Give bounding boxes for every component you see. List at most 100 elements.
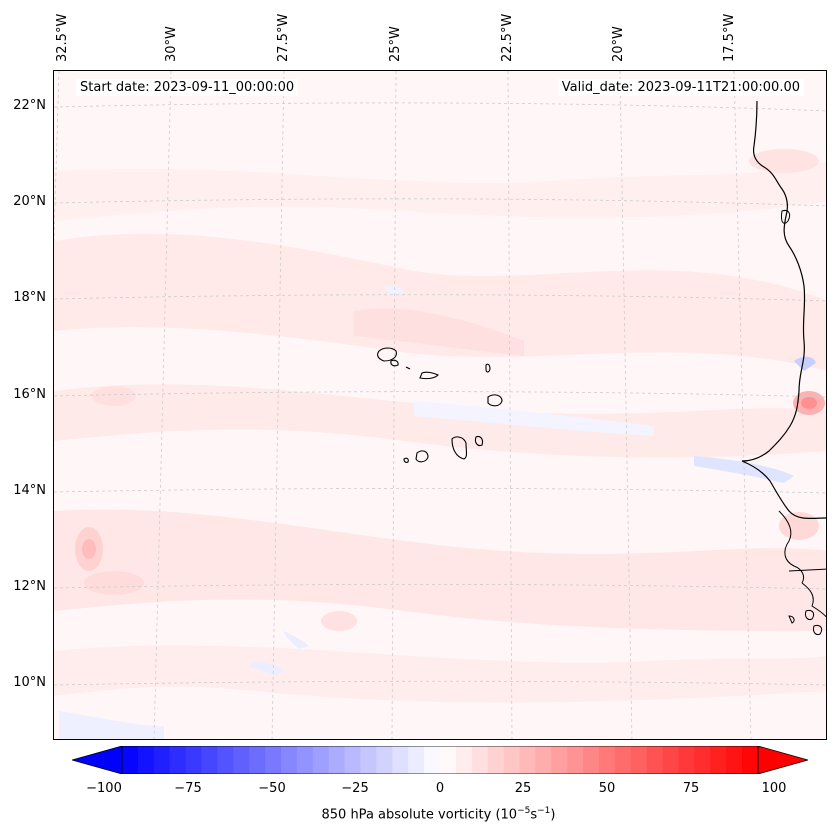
colorbar-label: 850 hPa absolute vorticity (10−5s−1) <box>0 806 837 822</box>
colorbar-cells <box>122 746 759 774</box>
negative-vorticity-patch <box>284 631 309 649</box>
map-panel: Start date: 2023-09-11_00:00:00 Valid_da… <box>53 70 827 740</box>
lon-gridline <box>507 71 513 739</box>
vorticity-band <box>54 161 826 221</box>
coastline <box>805 610 815 620</box>
colorbar-cell <box>233 746 250 774</box>
colorbar-cell <box>646 746 664 774</box>
lon-gridline <box>619 71 633 739</box>
positive-vorticity-spot <box>779 512 819 540</box>
coastline <box>778 510 805 584</box>
colorbar-cell <box>614 746 632 774</box>
negative-vorticity-patch <box>794 356 816 371</box>
lon-label: 30°W <box>164 26 179 62</box>
colorbar-cell <box>217 746 234 774</box>
lon-label: 22.5°W <box>500 13 515 62</box>
colorbar-cell <box>742 746 759 774</box>
positive-vorticity-spot <box>801 397 817 409</box>
colorbar-cell <box>122 746 139 774</box>
colorbar-min-arrow <box>72 746 123 774</box>
vorticity-band <box>354 308 524 356</box>
lon-gridline <box>271 71 285 739</box>
lon-label: 27.5°W <box>276 13 291 62</box>
coastline <box>801 582 826 618</box>
positive-vorticity-spot <box>84 571 144 595</box>
island <box>403 457 409 463</box>
colorbar-tick: −50 <box>258 781 286 796</box>
lat-label: 10°N <box>13 675 46 690</box>
colorbar-cell <box>424 746 441 774</box>
colorbar-label-exp: −1 <box>537 806 551 816</box>
colorbar-cell <box>678 746 695 774</box>
island <box>485 363 491 373</box>
coastline <box>788 615 795 624</box>
colorbar-label-text: 850 hPa absolute vorticity (10 <box>321 807 518 823</box>
colorbar-cell <box>487 746 505 774</box>
colorbar-outline <box>121 746 759 774</box>
colorbar-cell <box>567 746 584 774</box>
vorticity-band <box>54 384 826 458</box>
lon-label: 32.5°W <box>55 13 70 62</box>
lon-label: 17.5°W <box>722 13 737 62</box>
colorbar-cell <box>153 746 171 774</box>
colorbar-cell <box>662 746 679 774</box>
colorbar-cell <box>265 746 282 774</box>
island <box>487 394 503 407</box>
colorbar <box>72 746 808 774</box>
positive-vorticity-spot <box>749 149 819 173</box>
vorticity-band <box>54 645 826 703</box>
colorbar-cell <box>503 746 520 774</box>
colorbar-cell <box>551 746 568 774</box>
colorbar-tick: −75 <box>174 781 202 796</box>
negative-vorticity-patch <box>59 711 164 739</box>
colorbar-cell <box>281 746 298 774</box>
coastline <box>788 568 826 572</box>
positive-vorticity-spot <box>321 611 357 631</box>
colorbar-label-close: ) <box>550 807 556 823</box>
colorbar-tick: 100 <box>761 781 787 796</box>
island <box>415 450 429 463</box>
colorbar-cell <box>630 746 648 774</box>
island <box>419 371 439 380</box>
lat-label: 18°N <box>13 290 46 305</box>
colorbar-cell <box>710 746 727 774</box>
island <box>474 435 484 447</box>
colorbar-cell <box>201 746 218 774</box>
graticule <box>54 71 826 739</box>
colorbar-cell <box>535 746 552 774</box>
colorbar-cell <box>249 746 266 774</box>
colorbar-cell <box>471 746 489 774</box>
colorbar-cell <box>583 746 600 774</box>
colorbar-label-unit: s <box>530 807 538 823</box>
positive-vorticity-spot <box>92 386 136 406</box>
colorbar-cell <box>312 746 330 774</box>
vorticity-band <box>54 233 826 371</box>
negative-vorticity-patch <box>414 401 654 436</box>
colorbar-cell <box>440 746 457 774</box>
island <box>405 366 411 370</box>
colorbar-cell <box>360 746 377 774</box>
colorbar-cell <box>296 746 314 774</box>
colorbar-cell <box>185 746 202 774</box>
vorticity-map <box>54 71 826 739</box>
colorbar-cell <box>137 746 155 774</box>
colorbar-tick: 25 <box>514 781 532 796</box>
lat-label: 16°N <box>13 387 46 402</box>
coastline <box>781 210 791 224</box>
positive-vorticity-spot <box>82 539 96 559</box>
lat-label: 12°N <box>13 579 46 594</box>
colorbar-cell <box>455 746 473 774</box>
colorbar-cell <box>344 746 361 774</box>
lat-label: 20°N <box>13 194 46 209</box>
lat-label: 14°N <box>13 483 46 498</box>
colorbar-cell <box>328 746 346 774</box>
colorbar-cell <box>694 746 711 774</box>
lon-gridline <box>391 71 397 739</box>
island <box>390 359 399 367</box>
colorbar-cell <box>726 746 743 774</box>
colorbar-tick: −25 <box>341 781 369 796</box>
colorbar-cell <box>599 746 616 774</box>
lon-gridline <box>733 71 752 739</box>
colorbar-max-arrow <box>757 746 808 774</box>
lon-gridline <box>153 71 172 739</box>
